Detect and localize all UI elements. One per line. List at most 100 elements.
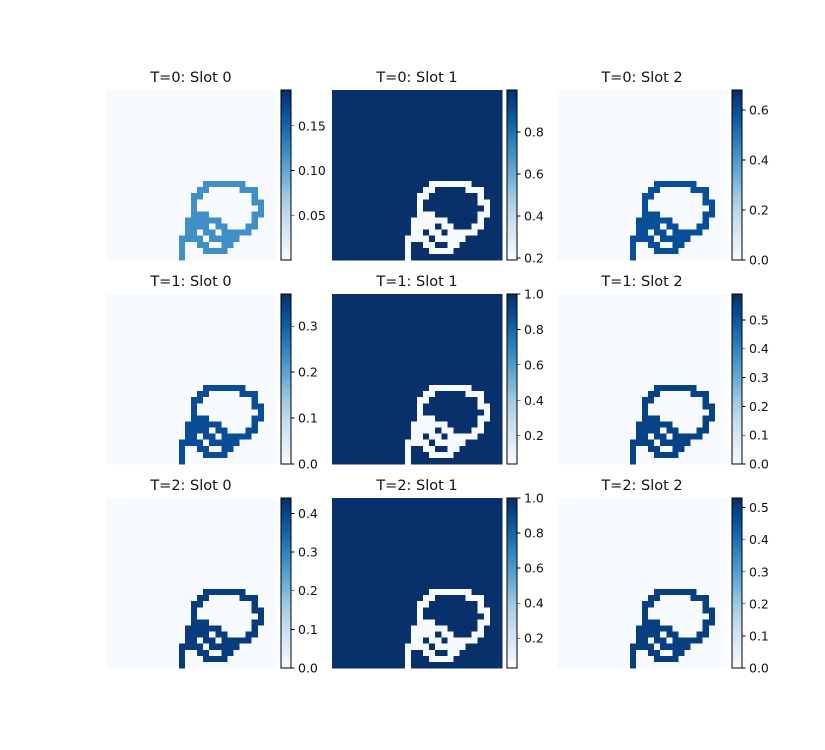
heatmap-cell xyxy=(368,229,375,237)
heatmap-cell xyxy=(453,312,460,319)
heatmap-cell xyxy=(112,427,119,434)
heatmap-cell xyxy=(495,247,503,255)
heatmap-cell xyxy=(495,409,503,416)
heatmap-cell xyxy=(629,217,637,224)
heatmap-cell xyxy=(166,427,174,434)
heatmap-cell xyxy=(392,247,400,255)
heatmap-cell xyxy=(239,181,246,188)
heatmap-cell xyxy=(233,372,240,380)
heatmap-cell xyxy=(714,247,722,255)
colorbar-tick-label: 0.2 xyxy=(524,428,544,443)
heatmap-cell xyxy=(106,120,113,127)
heatmap-cell xyxy=(447,403,454,410)
heatmap-cell xyxy=(471,372,479,380)
heatmap-cell xyxy=(563,223,570,230)
heatmap-cell xyxy=(666,175,673,182)
heatmap-cell xyxy=(477,403,485,410)
heatmap-cell xyxy=(459,241,466,249)
colorbar-segment xyxy=(507,166,517,170)
heatmap-cell xyxy=(581,138,588,145)
colorbar-segment xyxy=(507,155,517,159)
heatmap-cell xyxy=(112,138,119,145)
heatmap-cell xyxy=(477,336,485,343)
heatmap-cell xyxy=(380,403,387,410)
heatmap-cell xyxy=(239,90,246,97)
heatmap-cell xyxy=(495,114,503,121)
heatmap-cell xyxy=(605,229,612,237)
heatmap-cell xyxy=(178,211,186,218)
heatmap-cell xyxy=(483,451,491,459)
heatmap-cell xyxy=(587,175,594,182)
heatmap-cell xyxy=(362,223,369,230)
heatmap-cell xyxy=(338,120,345,127)
heatmap-cell xyxy=(350,126,357,133)
heatmap-cell xyxy=(221,336,228,343)
heatmap-cell xyxy=(423,385,430,392)
heatmap-cell xyxy=(191,144,198,152)
heatmap-cell xyxy=(136,108,143,115)
heatmap-cell xyxy=(404,366,412,374)
colorbar-segment xyxy=(507,367,517,371)
heatmap-cell xyxy=(557,415,564,422)
colorbar-segment xyxy=(507,449,517,454)
heatmap-cell xyxy=(221,199,228,206)
heatmap-cell xyxy=(154,120,161,127)
heatmap-cell xyxy=(575,391,582,398)
heatmap-cell xyxy=(575,241,582,249)
heatmap-cell xyxy=(678,385,685,392)
colorbar-segment xyxy=(732,172,742,176)
heatmap-cell xyxy=(720,433,728,441)
heatmap-cell xyxy=(221,294,228,301)
heatmap-cell xyxy=(581,223,588,230)
heatmap-cell xyxy=(678,294,685,301)
heatmap-cell xyxy=(172,427,180,434)
heatmap-cell xyxy=(642,336,649,343)
heatmap-cell xyxy=(344,354,351,362)
heatmap-cell xyxy=(575,415,582,422)
heatmap-cell xyxy=(118,90,125,97)
heatmap-cell xyxy=(380,102,387,109)
heatmap-cell xyxy=(257,138,265,145)
heatmap-cell xyxy=(684,114,691,121)
heatmap-cell xyxy=(215,229,222,237)
colorbar-segment xyxy=(281,424,291,428)
heatmap-cell xyxy=(581,108,588,115)
heatmap-cell xyxy=(477,114,485,121)
heatmap-cell xyxy=(642,96,649,103)
heatmap-cell xyxy=(483,187,491,194)
heatmap-cell xyxy=(191,312,198,319)
heatmap-cell xyxy=(447,114,454,121)
heatmap-cell xyxy=(172,162,180,170)
heatmap-cell xyxy=(184,108,192,115)
heatmap-cell xyxy=(404,90,412,97)
heatmap-cell xyxy=(702,156,710,164)
heatmap-cell xyxy=(160,90,168,97)
heatmap-cell xyxy=(203,187,210,194)
colorbar-segment xyxy=(732,211,742,216)
heatmap-cell xyxy=(269,439,277,447)
heatmap-cell xyxy=(459,457,466,465)
heatmap-cell xyxy=(569,96,576,103)
heatmap-cell xyxy=(623,132,631,139)
heatmap-cell xyxy=(172,354,180,362)
heatmap-cell xyxy=(623,150,631,158)
heatmap-cell xyxy=(611,138,619,145)
heatmap-cell xyxy=(417,294,424,301)
heatmap-cell xyxy=(477,120,485,127)
heatmap-cell xyxy=(617,144,625,152)
heatmap-cell xyxy=(702,217,710,224)
colorbar-tick-label: 0.10 xyxy=(298,163,326,178)
heatmap-cell xyxy=(563,96,570,103)
heatmap-cell xyxy=(239,102,246,109)
heatmap-cell xyxy=(184,120,192,127)
heatmap-cell xyxy=(374,409,381,416)
heatmap-cell xyxy=(350,132,357,139)
heatmap-cell xyxy=(209,162,216,170)
heatmap-cell xyxy=(130,433,137,441)
heatmap-cell xyxy=(392,433,400,441)
heatmap-cell xyxy=(629,114,637,121)
colorbar-segment xyxy=(507,381,517,386)
heatmap-cell xyxy=(350,205,357,212)
heatmap-cell xyxy=(569,132,576,139)
heatmap-cell xyxy=(623,300,631,307)
